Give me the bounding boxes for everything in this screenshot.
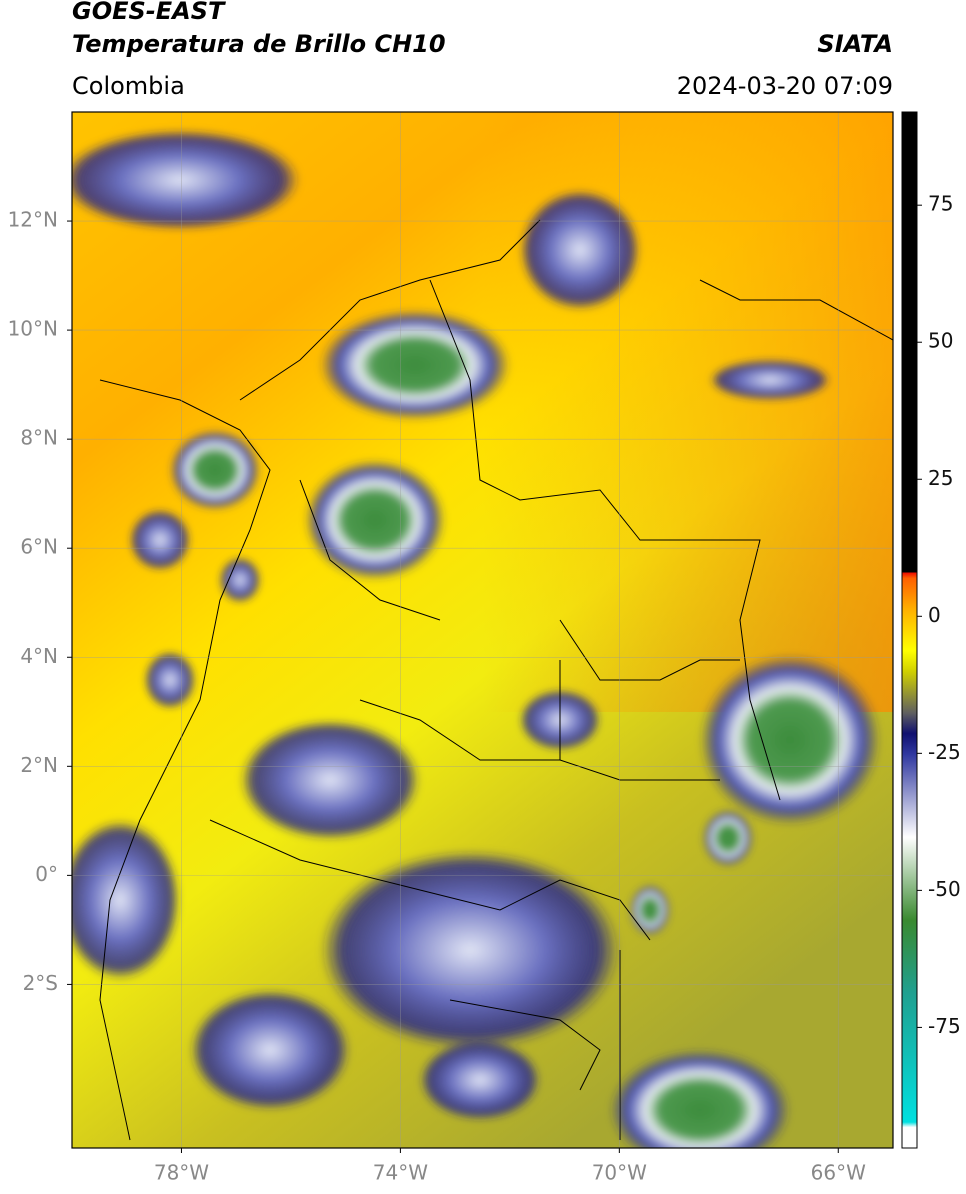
cloud-cell <box>630 885 670 935</box>
satellite: GOES-EAST <box>72 0 226 25</box>
colorbar-tick-label: 75 <box>928 192 953 216</box>
datetime: 2024-03-20 07:09 <box>677 72 893 100</box>
lon-tick-label: 74°W <box>373 1161 428 1185</box>
colorbar-tick-label: 0 <box>928 603 941 627</box>
borders <box>99 219 893 1141</box>
cloud-cell <box>320 850 620 1050</box>
lat-tick-label: 8°N <box>20 426 58 450</box>
cloud-cell <box>145 652 195 708</box>
region: Colombia <box>72 72 185 100</box>
lat-tick-label: 6°N <box>20 535 58 559</box>
colorbar-tick-label: -50 <box>928 877 961 901</box>
lat-tick-label: 10°N <box>8 317 58 341</box>
graticule <box>72 112 893 1148</box>
lon-tick-label: 70°W <box>592 1161 647 1185</box>
lon-tick-label: 66°W <box>811 1161 866 1185</box>
cloud-cell <box>320 310 510 420</box>
cloud-cell <box>240 720 420 840</box>
map-image <box>72 112 893 1148</box>
cloud-cell <box>190 990 350 1110</box>
product: Temperatura de Brillo CH10 <box>72 30 446 58</box>
colorbar-tick-label: 25 <box>928 466 953 490</box>
cloud-cell <box>710 360 830 400</box>
lat-tick-label: 2°N <box>20 753 58 777</box>
cloud-cell <box>130 510 190 570</box>
colorbar-tick-label: -25 <box>928 740 961 764</box>
cloud-cell <box>72 130 300 230</box>
map-frame <box>71 111 894 1149</box>
colorbar-tick-label: 50 <box>928 329 953 353</box>
lat-tick-label: 2°S <box>23 971 58 995</box>
source: SIATA <box>817 30 893 58</box>
cloud-cell <box>72 820 180 980</box>
cloud-cell <box>420 1040 540 1120</box>
cloud-cell <box>305 460 445 580</box>
cloud-cell <box>170 430 260 510</box>
lon-tick-label: 78°W <box>154 1161 209 1185</box>
colorbar-tick-label: -75 <box>928 1014 961 1038</box>
cloud-cell <box>700 655 880 825</box>
lat-tick-label: 4°N <box>20 644 58 668</box>
cloud-cell <box>220 558 260 602</box>
cloud-cell <box>520 190 640 310</box>
cloud-cell <box>610 1050 790 1148</box>
colorbar <box>901 111 918 1149</box>
lat-tick-label: 12°N <box>8 208 58 232</box>
clouds <box>72 130 880 1148</box>
cloud-cell <box>703 810 753 866</box>
lat-tick-label: 0° <box>35 862 58 886</box>
